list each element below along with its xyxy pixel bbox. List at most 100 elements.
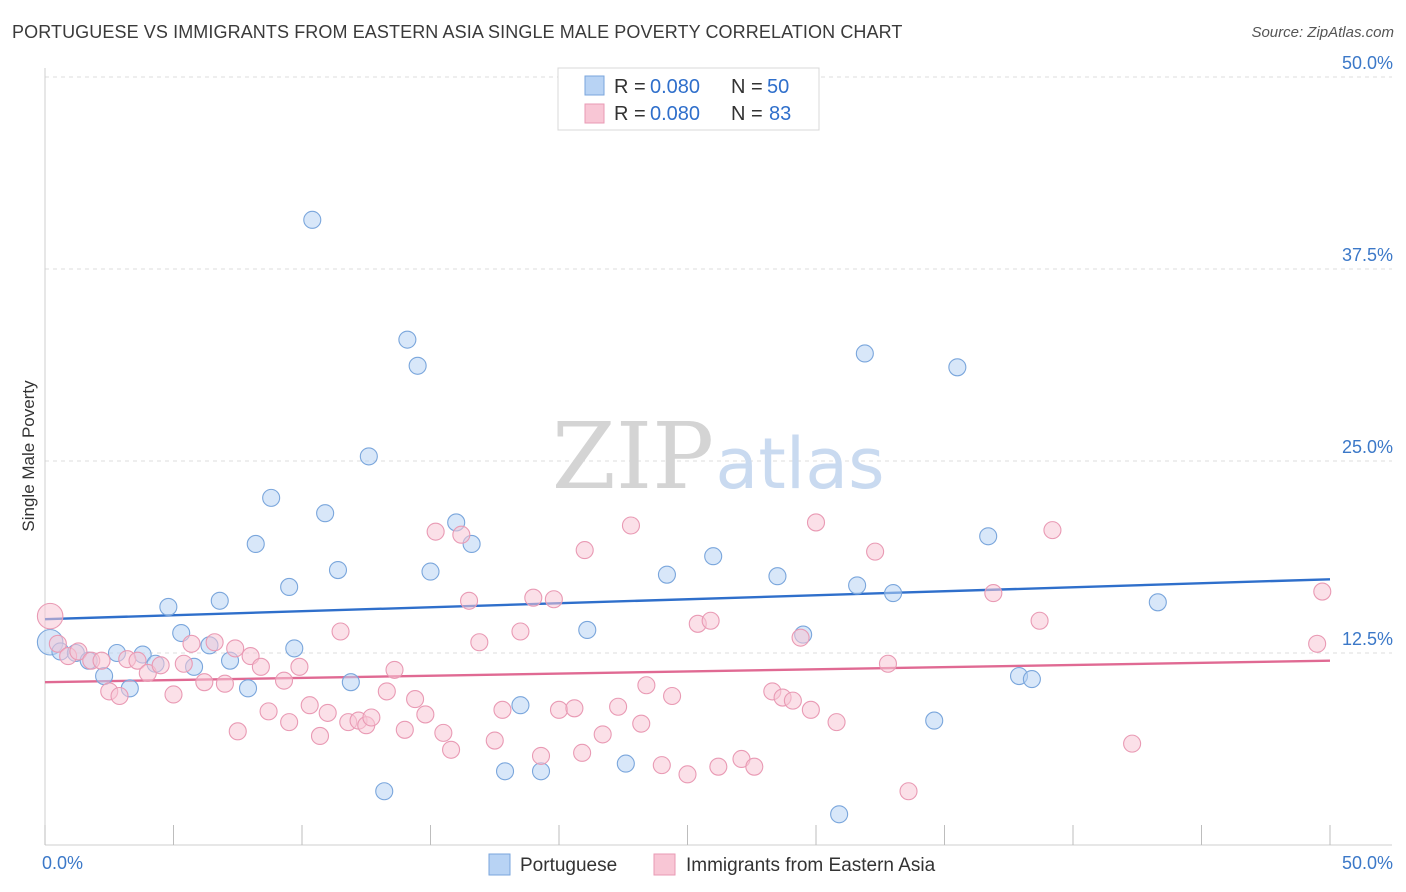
point-immigrants-7 xyxy=(110,686,129,706)
point-portuguese-40 xyxy=(830,805,849,824)
stats-legend-r-value-2: 0.080 xyxy=(650,103,700,125)
point-immigrants-28 xyxy=(318,703,337,722)
point-immigrants-27 xyxy=(310,726,330,745)
point-immigrants-22 xyxy=(259,702,278,721)
point-immigrants-65 xyxy=(709,757,728,776)
point-immigrants-73 xyxy=(806,513,826,532)
point-immigrants-77 xyxy=(899,782,918,801)
point-immigrants-39 xyxy=(426,522,445,541)
point-immigrants-58 xyxy=(632,714,651,733)
point-immigrants-3 xyxy=(69,642,88,661)
point-portuguese-27 xyxy=(408,356,427,375)
point-immigrants-79 xyxy=(1030,611,1049,630)
point-portuguese-42 xyxy=(855,344,874,363)
y-axis-label: Single Male Poverty xyxy=(19,380,38,532)
point-immigrants-82 xyxy=(1308,634,1327,653)
point-immigrants-64 xyxy=(701,611,720,630)
point-immigrants-48 xyxy=(524,588,543,607)
point-immigrants-12 xyxy=(164,685,183,704)
point-portuguese-32 xyxy=(511,696,530,715)
point-immigrants-46 xyxy=(493,700,512,719)
point-portuguese-38 xyxy=(768,567,787,586)
point-immigrants-1 xyxy=(48,634,67,653)
point-portuguese-15 xyxy=(238,679,258,698)
stats-legend-r-label-2: R = xyxy=(614,103,646,125)
point-portuguese-49 xyxy=(1148,593,1167,612)
legend-label-immigrants-eastern-asia: Immigrants from Eastern Asia xyxy=(686,855,936,876)
point-immigrants-29 xyxy=(331,622,350,641)
stats-legend-n-value-1: 50 xyxy=(767,76,789,98)
trend-line-portuguese xyxy=(44,578,1331,621)
point-immigrants-41 xyxy=(442,740,461,759)
point-immigrants-60 xyxy=(652,756,671,775)
point-immigrants-21 xyxy=(251,657,270,676)
chart-title: PORTUGUESE VS IMMIGRANTS FROM EASTERN AS… xyxy=(12,22,903,42)
point-portuguese-33 xyxy=(531,762,551,781)
point-portuguese-22 xyxy=(328,561,348,580)
point-portuguese-20 xyxy=(303,210,322,229)
point-immigrants-55 xyxy=(593,725,612,744)
point-immigrants-19 xyxy=(228,722,247,741)
axis-labels: 12.5% 25.0% 37.5% 50.0% 0.0% 50.0% Single Male… xyxy=(19,53,1393,873)
point-immigrants-81 xyxy=(1123,734,1142,753)
point-portuguese-35 xyxy=(616,754,635,773)
point-portuguese-9 xyxy=(159,597,178,616)
point-portuguese-43 xyxy=(884,584,903,603)
stats-legend-swatch-1 xyxy=(584,75,605,96)
point-immigrants-76 xyxy=(878,654,898,673)
point-immigrants-9 xyxy=(128,651,147,670)
y-tick-label-1: 25.0% xyxy=(1342,437,1393,457)
point-immigrants-53 xyxy=(573,743,592,762)
point-portuguese-46 xyxy=(979,527,998,546)
point-immigrants-57 xyxy=(621,516,641,535)
point-immigrants-14 xyxy=(182,634,201,653)
point-immigrants-80 xyxy=(1043,521,1062,540)
point-immigrants-16 xyxy=(205,633,224,652)
point-portuguese-41 xyxy=(848,576,867,595)
point-immigrants-75 xyxy=(866,542,885,561)
point-portuguese-37 xyxy=(704,547,723,566)
grid-lines xyxy=(45,76,1392,654)
point-immigrants-56 xyxy=(609,697,628,716)
point-portuguese-34 xyxy=(578,620,597,640)
y-tick-label-2: 37.5% xyxy=(1342,245,1393,265)
point-portuguese-24 xyxy=(359,447,378,466)
point-immigrants-67 xyxy=(745,757,764,776)
stats-legend-r-value-1: 0.080 xyxy=(650,76,700,98)
point-immigrants-52 xyxy=(565,699,584,718)
point-portuguese-48 xyxy=(1022,670,1041,689)
point-immigrants-45 xyxy=(485,731,504,750)
point-portuguese-25 xyxy=(375,782,394,801)
point-immigrants-61 xyxy=(663,686,682,706)
point-portuguese-16 xyxy=(246,534,265,553)
stats-legend: R = 0.080 N = 50 R = 0.080 N = 83 xyxy=(557,67,820,131)
point-immigrants-62 xyxy=(678,765,697,784)
legend-swatch-immigrants-eastern-asia xyxy=(653,853,676,876)
y-tick-label-0: 12.5% xyxy=(1342,629,1393,649)
point-immigrants-25 xyxy=(290,657,309,676)
watermark-zip: ZIP xyxy=(552,403,714,510)
legend-swatch-portuguese xyxy=(488,853,511,876)
stats-legend-n-label-1: N = xyxy=(731,76,763,98)
point-immigrants-44 xyxy=(470,633,489,652)
point-portuguese-28 xyxy=(421,562,440,581)
point-portuguese-45 xyxy=(948,358,967,377)
point-immigrants-35 xyxy=(385,660,404,679)
point-immigrants-83 xyxy=(1313,582,1332,601)
point-portuguese-13 xyxy=(210,591,229,610)
point-immigrants-33 xyxy=(362,708,381,727)
point-immigrants-74 xyxy=(827,713,846,732)
point-immigrants-40 xyxy=(434,723,453,742)
stats-legend-swatch-2 xyxy=(584,103,605,124)
point-immigrants-54 xyxy=(575,541,594,560)
legend-label-portuguese: Portuguese xyxy=(520,855,617,876)
trend-lines xyxy=(44,578,1331,684)
watermark-atlas: atlas xyxy=(715,423,884,505)
point-immigrants-26 xyxy=(300,696,319,715)
data-points xyxy=(36,210,1332,824)
x-tick-label-max: 50.0% xyxy=(1342,853,1393,873)
point-immigrants-49 xyxy=(531,746,551,765)
watermark: ZIP atlas xyxy=(552,403,885,510)
point-immigrants-23 xyxy=(274,671,294,690)
